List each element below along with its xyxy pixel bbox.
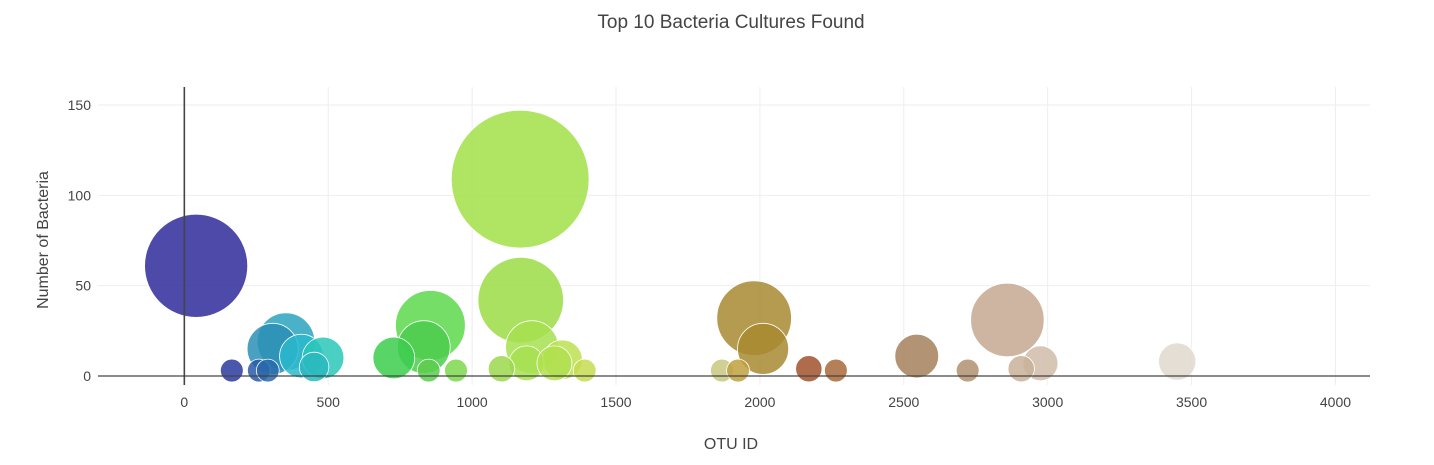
bubble-point: [487, 355, 516, 383]
x-tick-label: 3000: [1032, 394, 1063, 410]
bubble-point: [1007, 355, 1035, 383]
x-tick-label: 500: [317, 394, 341, 410]
bubble-point: [536, 345, 573, 382]
y-axis-title: Number of Bacteria: [35, 171, 52, 309]
y-tick-label: 50: [75, 278, 91, 294]
bubble-point: [572, 358, 597, 383]
bubble-point: [894, 333, 940, 379]
x-tick-label: 3500: [1176, 394, 1207, 410]
bubble-point: [450, 109, 590, 249]
tick-labels: 0 500 1000 1500 2000 2500 3000 3500 4000 0 50 100 15…: [68, 97, 1352, 410]
x-tick-label: 1000: [457, 394, 488, 410]
bubbles: [144, 109, 1197, 383]
bubble-point: [372, 336, 416, 380]
y-tick-label: 100: [68, 187, 92, 203]
y-tick-label: 0: [83, 368, 91, 384]
bubble-point: [726, 358, 750, 383]
x-tick-label: 1500: [600, 394, 631, 410]
x-tick-label: 2000: [744, 394, 775, 410]
bubble-point: [1158, 342, 1197, 381]
bubble-point: [737, 322, 790, 375]
bubble-point: [970, 282, 1045, 358]
bubble-point: [795, 355, 823, 383]
bubble-point: [416, 358, 441, 383]
axes: [98, 87, 1370, 385]
x-tick-label: 4000: [1320, 394, 1351, 410]
x-tick-label: 2500: [888, 394, 919, 410]
bubble-point: [298, 351, 330, 383]
bubble-point: [824, 358, 848, 383]
bubble-point: [144, 213, 249, 318]
y-tick-label: 150: [68, 97, 92, 113]
chart-title: Top 10 Bacteria Cultures Found: [597, 12, 865, 33]
bubble-point: [219, 358, 244, 383]
bubble-point: [955, 358, 980, 383]
x-axis-title: OTU ID: [704, 436, 758, 453]
bubble-point: [444, 358, 468, 383]
x-tick-label: 0: [180, 394, 188, 410]
bubble-point: [255, 358, 280, 383]
